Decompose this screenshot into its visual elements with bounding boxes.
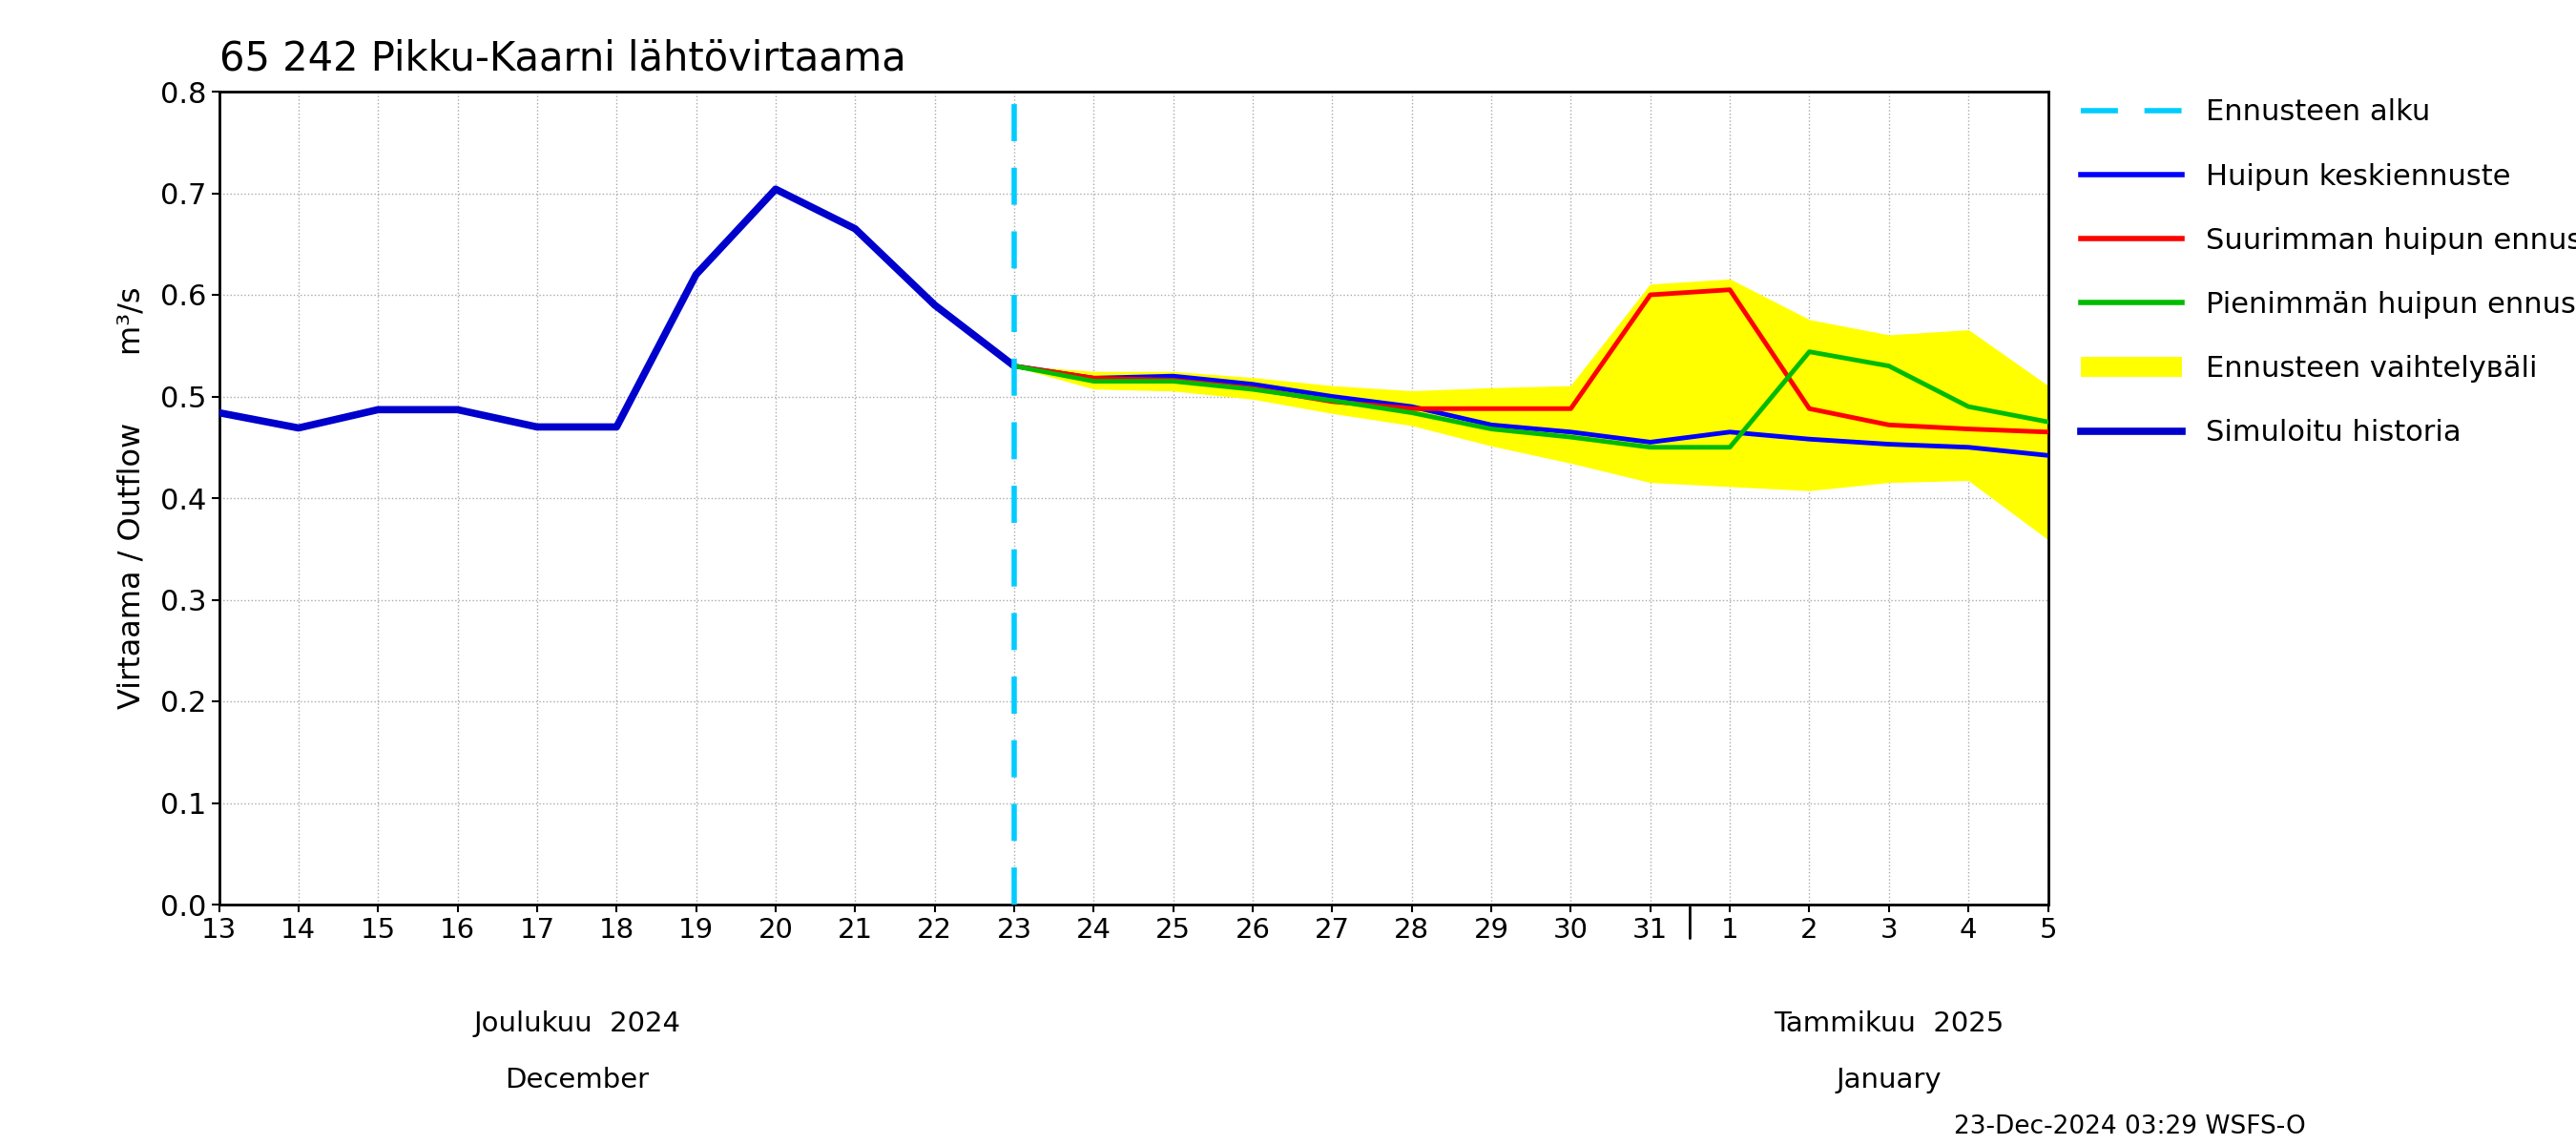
Text: Tammikuu  2025: Tammikuu 2025 [1775,1010,2004,1037]
Legend: Ennusteen alku, Huipun keskiennuste, Suurimman huipun ennuste, Pienimmän huipun : Ennusteen alku, Huipun keskiennuste, Suu… [2071,90,2576,456]
Text: Joulukuu  2024: Joulukuu 2024 [474,1010,680,1037]
Text: 23-Dec-2024 03:29 WSFS-O: 23-Dec-2024 03:29 WSFS-O [1953,1114,2306,1139]
Text: 65 242 Pikku-Kaarni lähtövirtaama: 65 242 Pikku-Kaarni lähtövirtaama [219,39,907,79]
Text: January: January [1837,1067,1942,1093]
Y-axis label: Virtaama / Outflow       m³/s: Virtaama / Outflow m³/s [118,287,147,709]
Text: December: December [505,1067,649,1093]
